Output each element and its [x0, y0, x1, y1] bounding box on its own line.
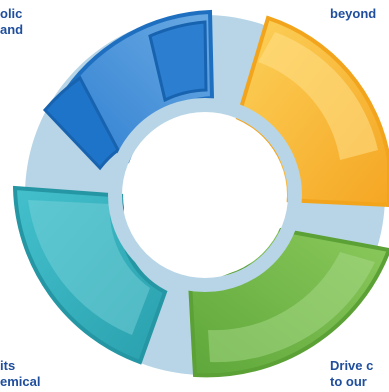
center-hole — [123, 113, 287, 277]
label-bottom-left: its emical — [0, 358, 40, 390]
label-top-right: beyond — [330, 6, 376, 22]
inner-ring-edge — [108, 98, 302, 292]
blue-segment-fold-lower — [42, 75, 120, 171]
label-bottom-right: Drive c to our — [330, 358, 373, 390]
blue-segment-fold — [148, 20, 208, 103]
label-top-left-line2: and — [0, 22, 24, 37]
label-top-left: olic and — [0, 6, 23, 38]
teal-segment-highlight — [28, 200, 150, 335]
label-bottom-left-line2: emical — [0, 374, 41, 389]
label-bottom-left-line1: its — [0, 358, 16, 373]
label-bottom-right-line2: to our — [330, 374, 367, 389]
orange-segment-highlight — [258, 32, 378, 160]
label-top-right-line1: beyond — [330, 6, 377, 21]
label-bottom-right-line1: Drive c — [330, 358, 374, 373]
green-segment-highlight — [208, 252, 375, 363]
label-top-left-line1: olic — [0, 6, 23, 21]
